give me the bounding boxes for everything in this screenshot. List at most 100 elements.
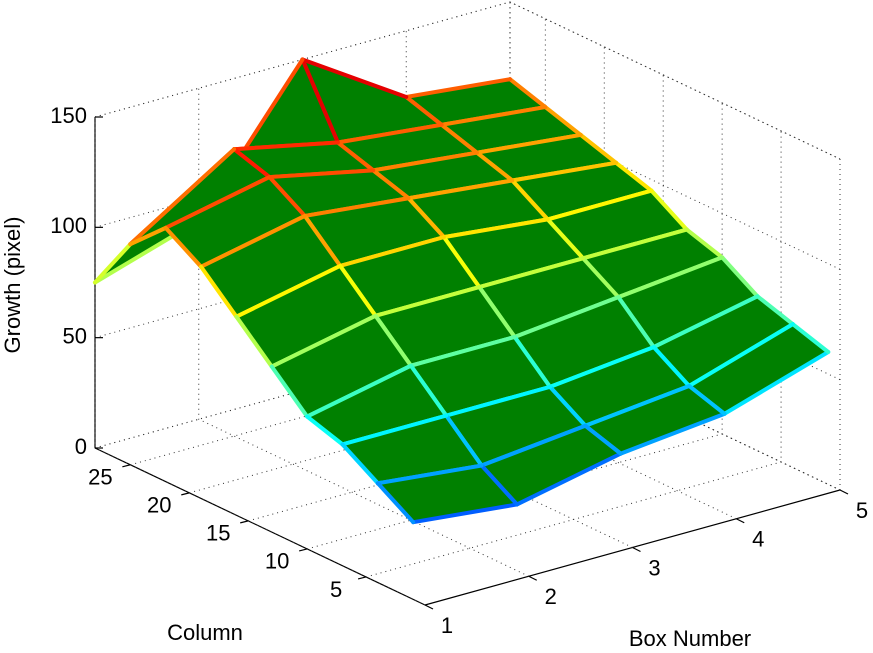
mesh-edge [441, 235, 482, 290]
y-tick-label: 20 [147, 493, 171, 518]
mesh-edge [649, 188, 689, 232]
y-axis-label: Column [167, 620, 243, 645]
mesh-edge [373, 285, 482, 318]
mesh-edge [651, 345, 692, 388]
x-axis-label: Box Number [629, 626, 751, 651]
mesh-edge [300, 57, 409, 99]
tick-mark [424, 604, 434, 610]
mesh-edge [163, 225, 204, 269]
grid-line [94, 1, 841, 160]
mesh-edge [335, 140, 376, 173]
tick-mark [298, 548, 308, 552]
mesh-edge [335, 122, 444, 145]
mesh-edge [371, 150, 479, 173]
mesh-edge [234, 263, 343, 319]
mesh-edge [199, 213, 307, 269]
mesh-edge [474, 132, 583, 155]
mesh-edge [474, 150, 515, 183]
tick-mark [839, 489, 849, 495]
tick-mark [632, 546, 641, 553]
y-tick-label: 10 [265, 549, 289, 574]
mesh-edge [510, 178, 550, 222]
mesh-edge [616, 255, 725, 300]
mesh-edge [720, 255, 760, 299]
mesh-edge [722, 349, 831, 416]
mesh-edge [340, 442, 380, 486]
mesh-edge [651, 294, 760, 350]
tick-mark [181, 492, 190, 496]
mesh-edge [232, 140, 340, 152]
mesh-edge [404, 94, 444, 127]
mesh-edge [408, 334, 517, 368]
mesh-edge [444, 384, 552, 418]
mesh-edge [375, 481, 416, 525]
mesh-edge [687, 383, 727, 416]
mesh-edge [790, 322, 831, 354]
mesh-edge [232, 147, 272, 180]
mesh-edge [578, 132, 619, 165]
box-edge [509, 1, 841, 160]
mesh-edge [128, 225, 168, 247]
mesh-edge [545, 188, 654, 222]
mesh-edge [340, 413, 449, 447]
mesh-edge [618, 411, 727, 456]
mesh-edge [510, 160, 619, 183]
y-tick-label: 25 [88, 465, 112, 490]
mesh-edge [439, 122, 479, 155]
z-axis-label: Growth (pixel) [0, 217, 25, 354]
mesh-edge [267, 168, 376, 180]
tick-mark [528, 575, 538, 581]
mesh-edge [479, 463, 519, 507]
mesh-edge [404, 77, 512, 99]
tick-mark [735, 518, 745, 524]
mesh-edge [267, 175, 307, 218]
mesh-edge [479, 423, 588, 468]
y-tick-label: 15 [206, 521, 230, 546]
mesh-edge [512, 295, 621, 339]
mesh-edge [614, 160, 654, 193]
mesh-edge [302, 196, 411, 218]
mesh-edge [548, 345, 656, 389]
mesh-edge [583, 383, 692, 428]
mesh-edge [616, 295, 656, 350]
grid-line [198, 88, 529, 577]
mesh-edge [373, 313, 413, 368]
z-tick-label: 50 [63, 323, 87, 348]
mesh-edge [93, 242, 133, 285]
mesh-edge [338, 235, 446, 268]
z-tick-label: 100 [50, 213, 87, 238]
mesh-edge [512, 334, 552, 389]
mesh-edge [514, 451, 623, 507]
mesh-edge [406, 178, 515, 201]
mesh-edge [508, 77, 548, 110]
mesh-edge [300, 57, 340, 145]
mesh-edge [305, 414, 345, 447]
x-tick-label: 3 [648, 555, 660, 580]
mesh-edge [441, 217, 550, 240]
y-tick-label: 5 [330, 577, 342, 602]
tick-mark [240, 520, 249, 524]
mesh-edge [128, 147, 237, 247]
z-tick-label: 150 [50, 103, 87, 128]
mesh-edge [371, 168, 411, 201]
mesh-edge [375, 463, 484, 486]
mesh-edge [581, 227, 689, 261]
mesh-edge [338, 263, 378, 318]
x-tick-label: 1 [441, 613, 453, 638]
mesh-edge [755, 294, 795, 327]
mesh-edge [684, 227, 725, 260]
x-tick-label: 2 [545, 584, 557, 609]
mesh-edge [269, 364, 310, 419]
tick-mark [122, 464, 131, 468]
mesh-edge [408, 363, 449, 418]
mesh-edge [163, 175, 272, 230]
mesh-edge [583, 423, 623, 456]
x-tick-label: 5 [856, 498, 868, 523]
mesh-edge [477, 256, 586, 290]
mesh-edge [543, 105, 583, 137]
mesh-edge [687, 322, 795, 388]
mesh-edge [545, 217, 586, 261]
mesh-edge [406, 196, 446, 240]
mesh-edge [444, 413, 484, 468]
